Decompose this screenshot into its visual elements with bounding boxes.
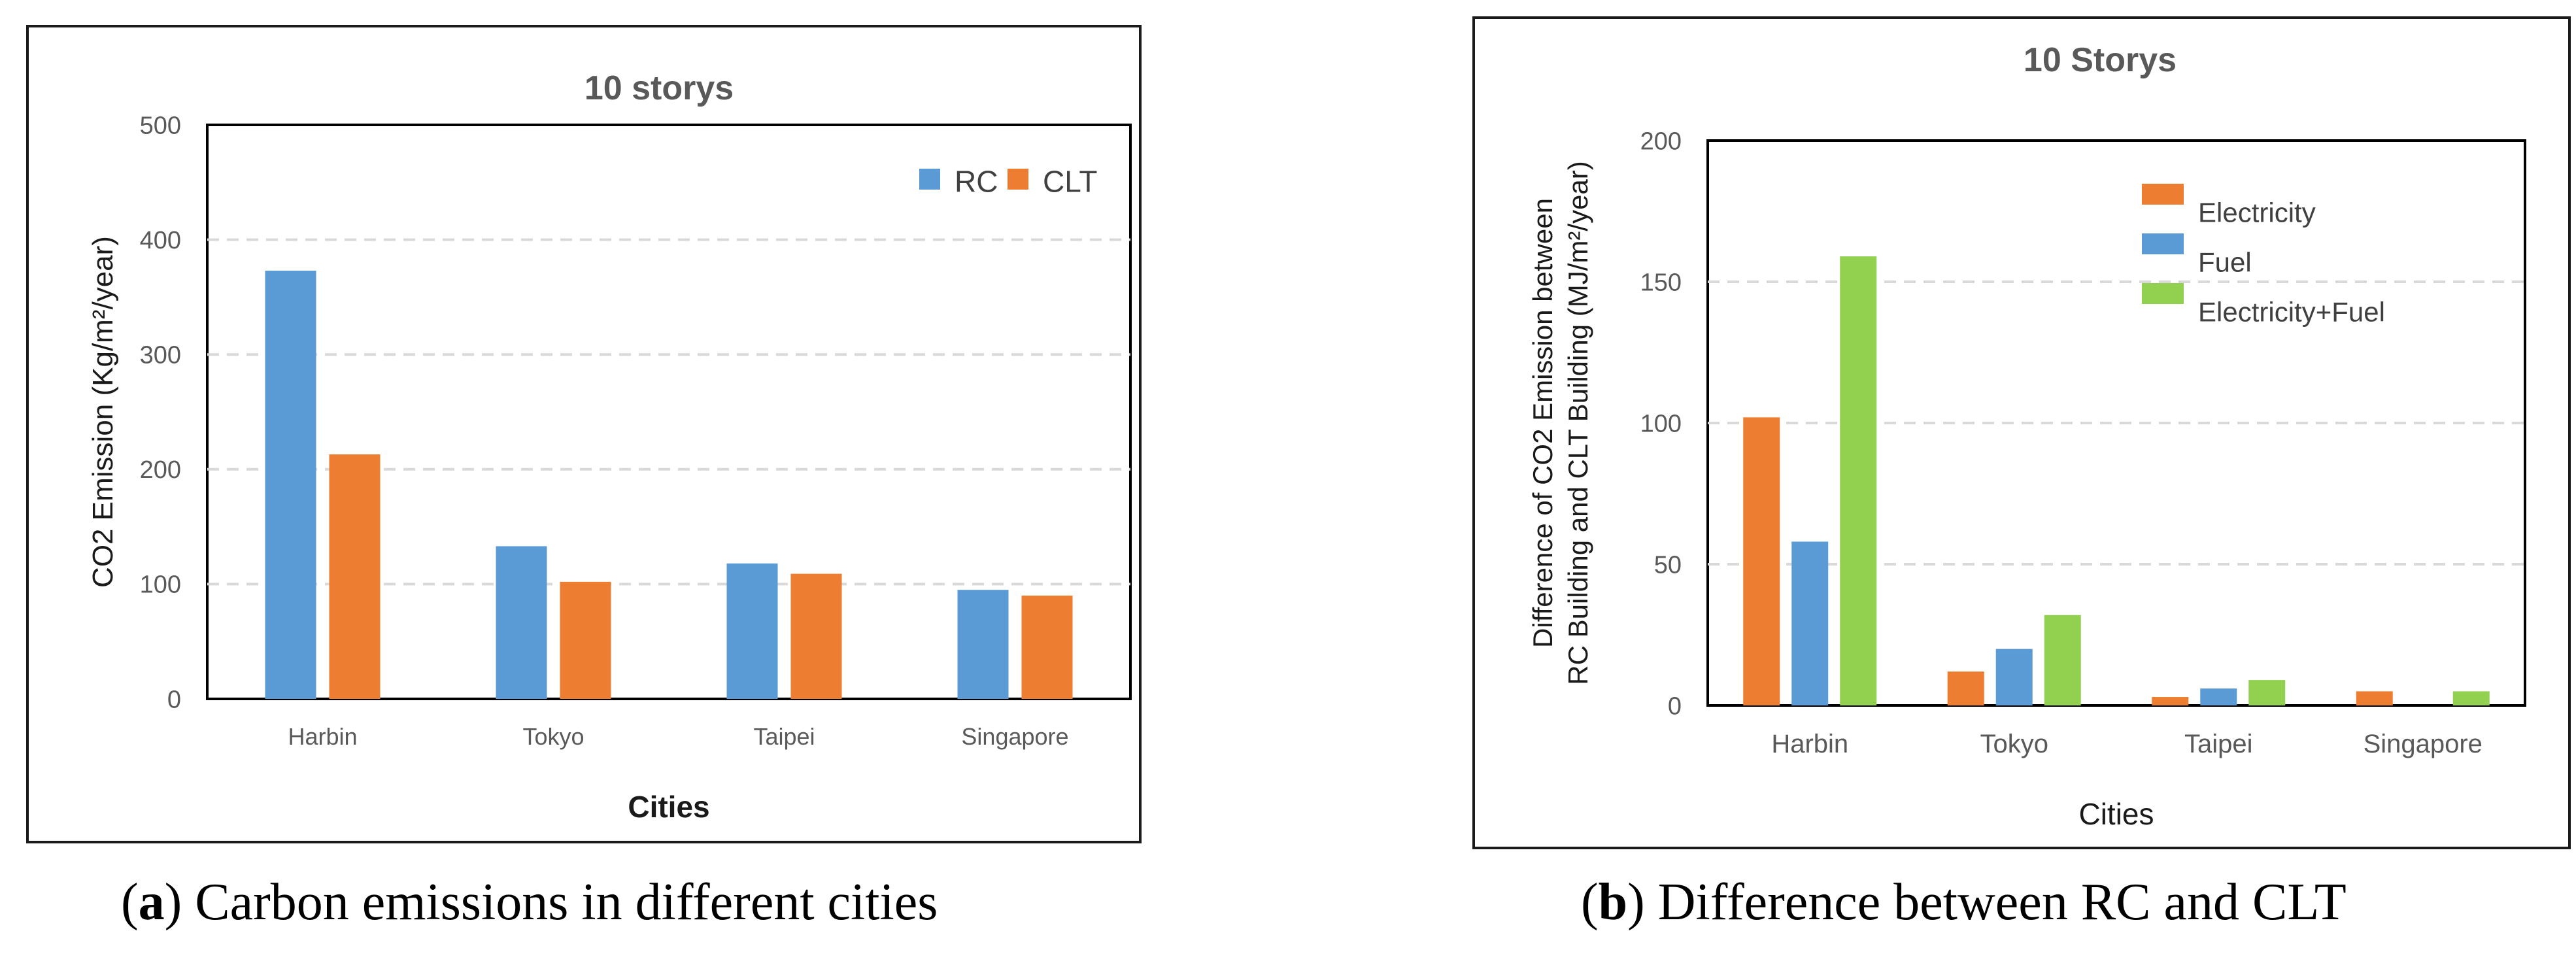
chart-1-x-tick-label: Singapore: [2364, 730, 2483, 758]
chart-1-bar-electricity-fuel-singapore: [2452, 691, 2490, 705]
chart-1-bar-electricity-harbin: [1743, 417, 1780, 705]
chart-0-y-tick-label: 100: [140, 571, 181, 599]
chart-1-y-tick-label: 100: [1640, 410, 1682, 437]
chart-1-bar-fuel-taipei: [2200, 688, 2237, 705]
chart-1-legend-label-fuel: Fuel: [2198, 247, 2252, 278]
chart-1-legend-swatch-fuel: [2142, 233, 2184, 254]
chart-0-bar-clt-tokyo: [560, 581, 611, 699]
chart-1-bar-electricity-taipei: [2152, 697, 2189, 705]
chart-1-bar-electricity-tokyo: [1947, 671, 1984, 705]
chart-0-bar-clt-taipei: [790, 573, 842, 699]
chart-1-bar-electricity-fuel-tokyo: [2044, 615, 2081, 705]
chart-0-y-axis-title: CO2 Emission (Kg/m²/year): [87, 236, 119, 588]
chart-1-legend-swatch-electricity-fuel: [2142, 283, 2184, 304]
chart-1-y-axis-title: RC Building and CLT Building (MJ/m²/year…: [1563, 161, 1593, 685]
chart-1-y-tick-label: 150: [1640, 269, 1682, 296]
chart-0-bar-rc-tokyo: [496, 546, 547, 699]
chart-0-title: 10 storys: [585, 69, 734, 107]
chart-a-svg: 10 storys 0 100 200 300 400 500 Harbin Tokyo Taip…: [87, 69, 1132, 824]
chart-1-x-tick-label: Harbin: [1771, 730, 1848, 758]
chart-panel-a: 10 storys 0 100 200 300 400 500 Harbin Tokyo Taip…: [26, 25, 1142, 843]
chart-1-legend-label-electricity-fuel: Electricity+Fuel: [2198, 297, 2385, 328]
chart-1-x-tick-label: Taipei: [2184, 730, 2253, 758]
chart-0-y-tick-label: 0: [167, 686, 181, 713]
chart-0-y-tick-label: 500: [140, 112, 181, 139]
caption-b: (b) Difference between RC and CLT: [1581, 873, 2347, 931]
chart-0-bar-clt-singapore: [1021, 595, 1073, 699]
chart-1-bar-fuel-tokyo: [1995, 649, 2033, 705]
caption-b-label: b: [1598, 873, 1628, 931]
chart-1-y-axis-title: Difference of CO2 Emission between: [1527, 198, 1558, 648]
chart-1-y-tick-label: 200: [1640, 127, 1682, 155]
chart-0-legend-label-clt: CLT: [1043, 165, 1098, 199]
chart-0-x-axis-title: Cities: [628, 790, 709, 824]
chart-1-x-tick-label: Tokyo: [1980, 730, 2049, 758]
caption-a: (a) Carbon emissions in different cities: [121, 873, 938, 931]
chart-0-legend-swatch-clt: [1008, 169, 1028, 190]
caption-a-text: ) Carbon emissions in different cities: [164, 873, 938, 931]
chart-0-x-tick-label: Harbin: [288, 723, 357, 750]
chart-panel-b: 10 Storys 0 50 100 150 200 Harbin Tokyo Taipei Si…: [1472, 16, 2571, 849]
chart-0-bar-rc-taipei: [726, 563, 778, 699]
caption-a-label: a: [138, 873, 165, 931]
chart-1-title: 10 Storys: [2024, 41, 2177, 79]
chart-0-bar-clt-harbin: [329, 454, 381, 699]
chart-0-y-tick-label: 300: [140, 342, 181, 369]
chart-1-bar-electricity-singapore: [2356, 691, 2393, 705]
chart-0-legend-swatch-rc: [919, 169, 940, 190]
chart-0-x-tick-label: Taipei: [753, 723, 815, 750]
chart-0-y-tick-label: 200: [140, 456, 181, 484]
chart-0-legend-label-rc: RC: [955, 165, 998, 199]
chart-1-bar-fuel-harbin: [1791, 541, 1829, 705]
chart-0-x-tick-label: Singapore: [961, 723, 1068, 750]
chart-0-y-tick-label: 400: [140, 227, 181, 254]
chart-1-legend-swatch-electricity: [2142, 184, 2184, 205]
chart-1-y-tick-label: 0: [1668, 692, 1682, 720]
chart-1-bar-electricity-fuel-taipei: [2248, 680, 2286, 705]
chart-b-svg: 10 Storys 0 50 100 150 200 Harbin Tokyo Taipei Si…: [1527, 41, 2526, 831]
chart-1-bar-electricity-fuel-harbin: [1840, 256, 1877, 705]
chart-0-bar-rc-singapore: [957, 590, 1009, 699]
chart-0-plot-frame: [206, 124, 1132, 700]
chart-1-legend-label-electricity: Electricity: [2198, 197, 2316, 228]
chart-0-x-tick-label: Tokyo: [522, 723, 584, 750]
chart-0-bar-rc-harbin: [265, 271, 316, 700]
chart-1-y-tick-label: 50: [1654, 551, 1682, 579]
chart-1-x-axis-title: Cities: [2078, 797, 2154, 831]
caption-b-text: ) Difference between RC and CLT: [1627, 873, 2347, 931]
